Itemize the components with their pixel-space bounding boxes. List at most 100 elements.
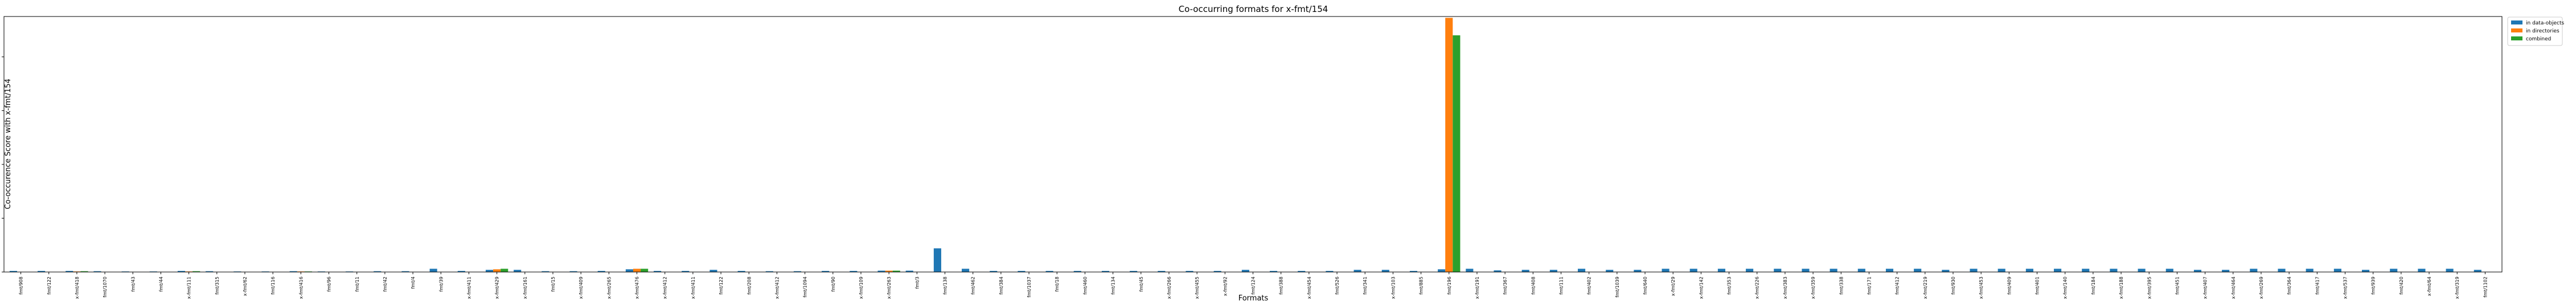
- bar-combined-22: [641, 269, 649, 272]
- bar-in-data-objects-88: [2474, 270, 2481, 272]
- bar-combined-31: [892, 270, 900, 272]
- bar-in-data-objects-78: [2193, 270, 2202, 272]
- x-tick-label: fmt/4: [411, 277, 416, 289]
- bar-in-data-objects-49: [1381, 270, 1389, 272]
- y-axis-label: Co-occurence Score with x-fmt/154: [4, 79, 13, 209]
- bar-in-directories-17: [493, 269, 501, 272]
- x-tick-label: fmt/122: [47, 277, 52, 295]
- bar-in-data-objects-0: [9, 271, 18, 272]
- x-tick-label: fmt/417: [2315, 277, 2320, 295]
- bar-in-data-objects-15: [429, 269, 437, 272]
- x-tick-label: fmt/341: [1363, 277, 1368, 295]
- x-tick-label: fmt/640: [1643, 277, 1648, 295]
- bar-in-data-objects-61: [1717, 269, 1725, 272]
- x-tick-label: fmt/1070: [102, 277, 108, 298]
- x-tick-label: fmt/885: [1419, 277, 1424, 295]
- bar-in-data-objects-38: [1073, 271, 1081, 272]
- bar-in-data-objects-44: [1241, 270, 1249, 272]
- bar-in-data-objects-59: [1662, 269, 1670, 272]
- bar-in-data-objects-6: [178, 271, 186, 272]
- x-tick-label: fmt/401: [2035, 277, 2040, 295]
- bar-in-data-objects-43: [1213, 271, 1221, 272]
- x-axis-label: Formats: [1238, 294, 1269, 303]
- legend-swatch: [2511, 20, 2522, 24]
- x-tick-label: x-fmt/142: [1699, 277, 1704, 299]
- x-tick-label: x-fmt/191: [1475, 277, 1480, 299]
- bar-in-data-objects-24: [682, 271, 690, 272]
- bar-combined-17: [501, 269, 508, 272]
- x-tick-label: x-fmt/537: [2343, 277, 2348, 299]
- bar-in-data-objects-72: [2025, 269, 2033, 272]
- bar-in-data-objects-17: [485, 270, 494, 272]
- bar-in-data-objects-73: [2054, 269, 2062, 272]
- x-tick-label: x-fmt/412: [774, 277, 780, 299]
- x-tick-label: x-fmt/111: [187, 277, 192, 299]
- x-tick-label: fmt/412: [1895, 277, 1900, 295]
- x-tick-label: x-fmt/62: [243, 277, 248, 296]
- bar-in-data-objects-75: [2110, 269, 2118, 272]
- bar-in-data-objects-36: [1018, 271, 1026, 272]
- x-tick-label: x-fmt/409: [579, 277, 584, 299]
- x-tick-label: x-fmt/29: [1671, 277, 1676, 296]
- bar-in-data-objects-70: [1970, 269, 1978, 272]
- bar-in-data-objects-48: [1353, 270, 1361, 272]
- bar-in-data-objects-65: [1830, 269, 1837, 272]
- bar-combined-51: [1453, 35, 1461, 272]
- x-tick-label: fmt/1037: [1027, 277, 1032, 298]
- x-tick-label: x-fmt/383: [1783, 277, 1788, 299]
- legend-swatch: [2511, 36, 2522, 40]
- bar-in-data-objects-69: [1942, 270, 1950, 272]
- bar-in-directories-51: [1445, 18, 1453, 273]
- bar-in-data-objects-37: [1045, 271, 1053, 272]
- bar-in-data-objects-18: [514, 270, 522, 272]
- x-tick-label: fmt/111: [1558, 277, 1564, 295]
- x-tick-label: x-fmt/103: [1390, 277, 1396, 299]
- bar-in-data-objects-1: [38, 271, 46, 272]
- x-tick-label: fmt/3: [914, 277, 920, 289]
- x-tick-label: x-fmt/395: [2147, 277, 2152, 299]
- bar-in-data-objects-27: [765, 271, 773, 272]
- x-tick-label: fmt/462: [971, 277, 976, 295]
- bar-combined-2: [80, 271, 88, 272]
- bar-in-data-objects-52: [1466, 269, 1474, 272]
- x-tick-label: fmt/124: [1251, 277, 1256, 295]
- bar-in-data-objects-62: [1746, 269, 1754, 272]
- x-tick-label: fmt/15: [551, 277, 556, 292]
- x-tick-label: x-fmt/476: [635, 277, 640, 299]
- x-tick-label: x-fmt/319: [2455, 277, 2460, 299]
- bar-in-data-objects-40: [1130, 271, 1138, 272]
- bar-in-data-objects-39: [1101, 271, 1110, 272]
- bar-in-data-objects-14: [401, 271, 409, 272]
- chart-title: Co-occurring formats for x-fmt/154: [1179, 4, 1328, 14]
- x-tick-label: fmt/460: [1082, 277, 1088, 295]
- x-tick-label: fmt/42: [383, 277, 388, 292]
- x-tick-label: fmt/939: [2371, 277, 2376, 295]
- x-tick-label: fmt/116: [270, 277, 276, 295]
- x-axis-ticks: fmt/908 fmt/122 x-fmt/418 fmt/1070 fmt/43 fmt…: [19, 272, 2488, 299]
- x-tick-label: x-fmt/263: [887, 277, 892, 299]
- bar-in-data-objects-2: [65, 271, 73, 272]
- x-tick-label: x-fmt/188: [2119, 277, 2124, 299]
- bar-in-data-objects-87: [2446, 269, 2454, 272]
- bar-in-data-objects-64: [1802, 269, 1810, 272]
- bar-in-data-objects-32: [905, 270, 913, 272]
- x-tick-label: fmt/315: [215, 277, 220, 295]
- x-tick-label: fmt/208: [746, 277, 752, 295]
- x-tick-label: x-fmt/92: [1223, 277, 1228, 296]
- bar-in-data-objects-31: [877, 270, 885, 272]
- y-axis-ticks: 0.00.20.40.60.8: [2, 56, 4, 273]
- x-tick-label: x-fmt/359: [1811, 277, 1816, 299]
- bar-in-data-objects-50: [1409, 271, 1418, 272]
- bar-in-data-objects-45: [1270, 271, 1278, 272]
- bar-in-data-objects-3: [93, 271, 101, 272]
- bar-in-data-objects-86: [2418, 269, 2426, 272]
- bar-in-data-objects-41: [1158, 271, 1166, 272]
- bar-in-data-objects-81: [2278, 269, 2286, 272]
- bar-in-data-objects-63: [1774, 269, 1782, 272]
- bar-in-data-objects-34: [962, 269, 970, 272]
- plot-area: 0.00.20.40.60.8 fmt/908fmt/122x-fmt/418f…: [2, 16, 2503, 299]
- bar-in-data-objects-68: [1914, 269, 1922, 272]
- x-tick-label: fmt/11: [355, 277, 360, 292]
- bar-in-data-objects-33: [933, 248, 941, 272]
